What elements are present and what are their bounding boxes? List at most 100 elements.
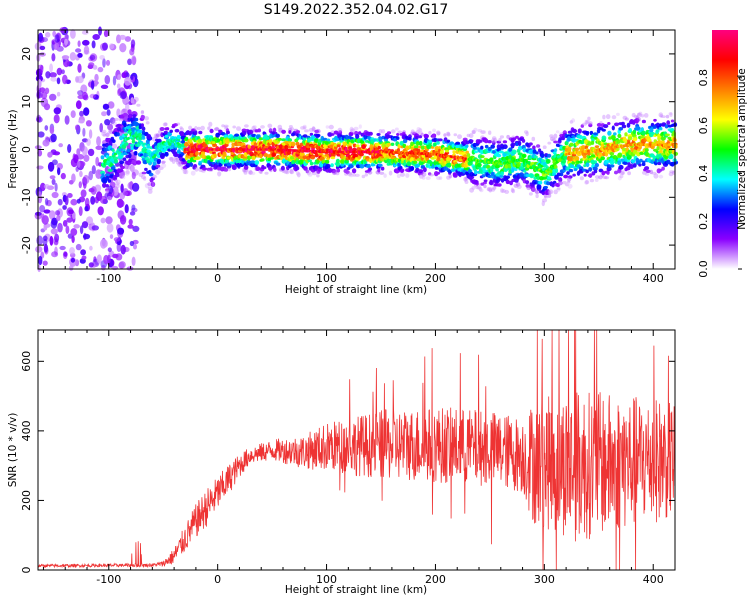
spectrogram-cell bbox=[405, 135, 409, 139]
spectrogram-cell bbox=[574, 155, 580, 162]
spectrogram-cell bbox=[107, 123, 114, 131]
spectrogram-cell bbox=[559, 172, 564, 177]
spectrogram-cell bbox=[500, 188, 504, 194]
spectrogram-cell bbox=[326, 157, 330, 161]
spectrogram-cell bbox=[571, 138, 577, 143]
spectrogram-cell bbox=[213, 153, 217, 159]
spectrogram-cell bbox=[397, 162, 401, 167]
spectrogram-cell bbox=[445, 131, 450, 135]
spectrogram-cell bbox=[583, 164, 587, 168]
spectrogram-cell bbox=[543, 194, 548, 198]
spectrogram-cell bbox=[191, 128, 196, 132]
y-tick-label: -20 bbox=[20, 236, 33, 254]
spectrogram-cell bbox=[43, 184, 50, 189]
spectrogram-cell bbox=[558, 137, 562, 142]
spectrogram-ridge-core bbox=[113, 152, 118, 156]
spectrogram-cell bbox=[101, 129, 107, 134]
snr-panel: -100 0 100 200 300 400 0 200 400 600 Height of st… bbox=[7, 329, 676, 596]
spectrogram-cell bbox=[107, 168, 113, 172]
spectrogram-cell bbox=[221, 124, 225, 128]
spectrogram-cell bbox=[547, 193, 552, 198]
spectrogram-cell bbox=[168, 156, 174, 161]
spectrogram-cell bbox=[521, 138, 526, 143]
spectrogram-cell bbox=[599, 121, 603, 124]
colorbar-tick-label: 0.8 bbox=[697, 69, 710, 87]
spectrogram-cell bbox=[105, 189, 110, 194]
spectrogram-cell bbox=[296, 172, 301, 178]
spectrogram-cell bbox=[56, 77, 61, 85]
spectrogram-cell bbox=[535, 193, 539, 199]
spectrogram-cell bbox=[420, 149, 424, 153]
spectrogram-cell bbox=[130, 74, 134, 80]
spectrogram-cell bbox=[594, 178, 599, 182]
spectrogram-cell bbox=[116, 183, 120, 189]
spectrogram-cell bbox=[143, 152, 147, 158]
spectrogram-cell bbox=[348, 164, 354, 169]
spectrogram-cell bbox=[328, 124, 334, 130]
spectrogram-cell bbox=[78, 181, 83, 189]
spectrogram-cell bbox=[111, 166, 116, 170]
spectrogram-cell bbox=[592, 132, 599, 136]
spectrogram-cell bbox=[430, 146, 435, 149]
spectrogram-cell bbox=[258, 137, 264, 141]
spectrogram-cell bbox=[107, 101, 115, 109]
spectrogram-cell bbox=[641, 130, 646, 136]
y-tick-label: 0 bbox=[20, 146, 33, 153]
spectrogram-cell bbox=[152, 174, 158, 179]
spectrogram-cell bbox=[43, 225, 48, 231]
spectrogram-cell bbox=[496, 153, 502, 158]
spectrogram-cell bbox=[98, 26, 102, 36]
spectrogram-cell bbox=[637, 117, 641, 122]
spectrogram-cell bbox=[286, 150, 292, 155]
spectrogram-cell bbox=[627, 136, 633, 141]
spectrogram-cell bbox=[115, 182, 120, 186]
spectrogram-cell bbox=[144, 183, 150, 189]
spectrogram-cell bbox=[290, 141, 296, 147]
spectrogram-cell bbox=[36, 89, 41, 99]
spectrogram-cell bbox=[287, 138, 292, 142]
spectrogram-cell bbox=[418, 131, 423, 136]
spectrogram-cell bbox=[85, 120, 92, 127]
spectrogram-cell bbox=[417, 128, 423, 132]
spectrogram-cell bbox=[69, 265, 74, 271]
spectrogram-cell bbox=[44, 198, 49, 206]
spectrogram-cell bbox=[124, 76, 132, 86]
spectrogram-cell bbox=[69, 247, 75, 255]
spectrogram-cell bbox=[355, 144, 360, 148]
spectrogram-cell bbox=[594, 175, 600, 179]
spectrogram-cell bbox=[81, 255, 87, 260]
spectrogram-cell bbox=[146, 145, 151, 149]
spectrogram-cell bbox=[267, 123, 273, 128]
spectrogram-cell bbox=[345, 170, 350, 175]
spectrogram-cell bbox=[177, 161, 182, 167]
spectrogram-cell bbox=[443, 133, 447, 137]
spectrogram-cell bbox=[146, 133, 152, 140]
spectrogram-cell bbox=[533, 155, 538, 159]
spectrogram-cell bbox=[108, 129, 113, 133]
spectrogram-cell bbox=[466, 153, 471, 157]
y-tick-label: 10 bbox=[20, 95, 33, 109]
spectrogram-cell bbox=[135, 160, 142, 165]
spectrogram-cell bbox=[112, 119, 116, 122]
spectrogram-cell bbox=[418, 127, 422, 132]
spectrogram-cell bbox=[358, 124, 362, 129]
spectrogram-cell bbox=[45, 32, 51, 38]
spectrogram-cell bbox=[668, 112, 673, 116]
spectrogram-cell bbox=[481, 174, 486, 178]
spectrogram-cell bbox=[306, 169, 312, 175]
spectrogram-cell bbox=[368, 131, 373, 136]
spectrogram-cell bbox=[105, 184, 110, 188]
spectrogram-cell bbox=[569, 120, 574, 124]
spectrogram-cell bbox=[56, 91, 61, 97]
spectrogram-cell bbox=[236, 126, 241, 131]
spectrogram-cell bbox=[400, 169, 404, 173]
spectrogram-cell bbox=[532, 149, 537, 154]
spectrogram-cell bbox=[618, 164, 624, 170]
spectrogram-cell bbox=[50, 228, 58, 235]
spectrogram-cell bbox=[572, 128, 578, 134]
spectrogram-cell bbox=[118, 110, 123, 116]
spectrogram-cell bbox=[487, 140, 493, 144]
spectrogram-cell bbox=[300, 152, 305, 156]
spectrogram-ylabel: Frequency (Hz) bbox=[7, 109, 19, 188]
spectrogram-cell bbox=[665, 114, 670, 119]
